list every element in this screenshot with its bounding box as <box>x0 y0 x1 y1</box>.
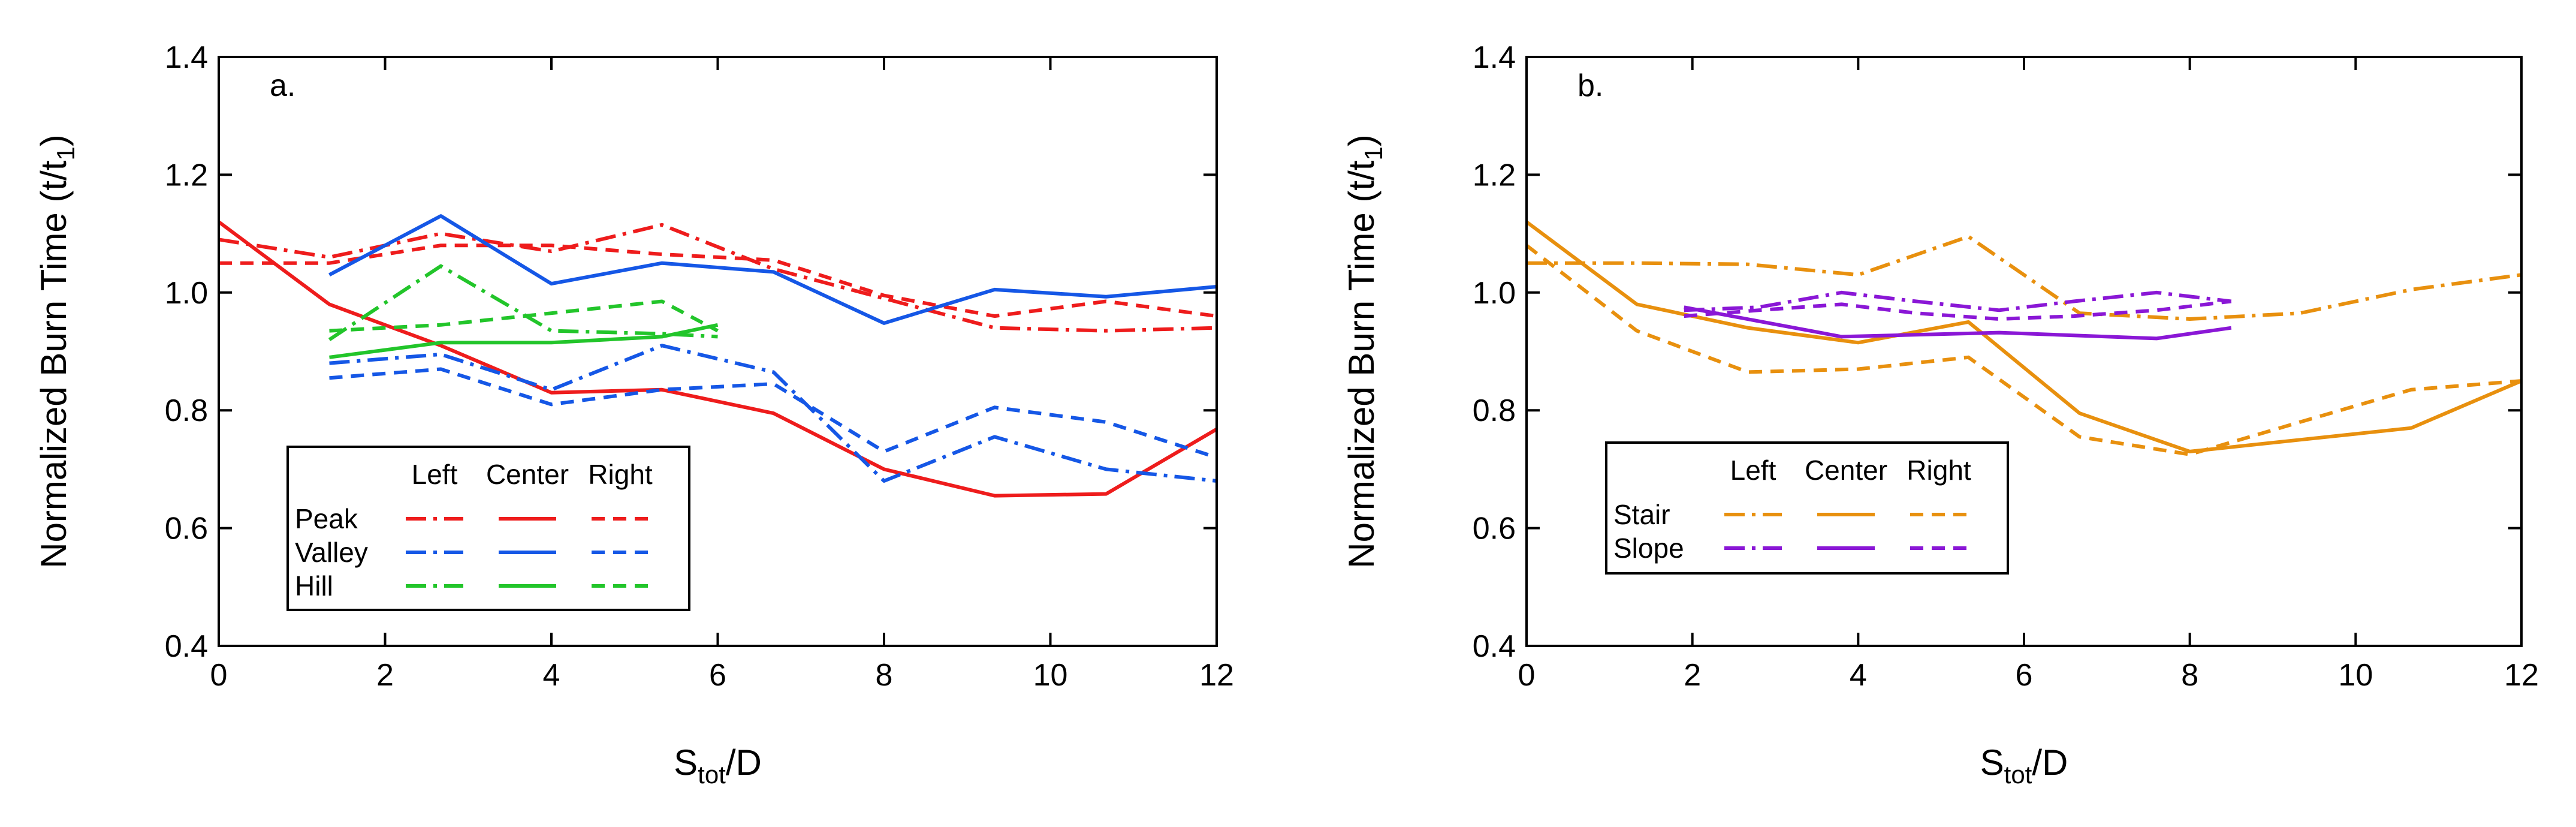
legend-column-header: Center <box>1805 455 1887 486</box>
series-line-hill-center <box>329 323 719 359</box>
y-tick-label: 0.4 <box>165 629 208 664</box>
legend-column-header: Left <box>412 459 458 490</box>
series-line-hill-left <box>328 264 718 341</box>
legend-column-header: Right <box>1907 455 1971 486</box>
series-line-stair-right <box>1525 243 2522 456</box>
x-tick-label: 6 <box>2016 658 2033 693</box>
series-line-valley-left <box>329 344 1217 483</box>
series-line-valley-center <box>328 214 1217 325</box>
y-tick-label: 1.0 <box>165 276 208 311</box>
x-tick-label: 12 <box>1199 658 1234 693</box>
y-tick-label: 1.2 <box>1473 158 1516 193</box>
x-tick-label: 8 <box>2181 658 2198 693</box>
y-axis-title: Normalized Burn Time (t/t1) <box>34 134 80 569</box>
series-line-peak-center <box>218 220 1218 498</box>
panel-label: b. <box>1577 68 1603 103</box>
y-axis-title: Normalized Burn Time (t/t1) <box>1341 134 1387 569</box>
series-line-peak-right <box>219 243 1217 318</box>
chart-panel-2: 0 2 4 6 8 10 12 0.4 0.6 0.8 1.0 1.2 1.4 b. Stot/D Norma… <box>1341 40 2539 789</box>
x-tick-label: 4 <box>543 658 560 693</box>
x-tick-label: 2 <box>376 658 394 693</box>
legend-column-header: Center <box>486 459 569 490</box>
series-line-stair-center <box>1525 220 2523 453</box>
y-tick-label: 0.6 <box>1473 512 1516 546</box>
y-tick-label: 1.4 <box>165 40 208 75</box>
x-axis-title: Stot/D <box>674 742 762 789</box>
legend-row-label: Slope <box>1613 533 1684 564</box>
y-tick-label: 0.8 <box>1473 393 1516 428</box>
panel-label: a. <box>270 68 295 103</box>
x-tick-label: 6 <box>709 658 726 693</box>
y-tick-label: 1.0 <box>1473 276 1516 311</box>
x-tick-label: 10 <box>1033 658 1068 693</box>
series-line-stair-left <box>1527 234 2522 321</box>
x-tick-label: 4 <box>1850 658 1867 693</box>
series-line-slope-center <box>1684 305 2232 341</box>
x-axis-title: Stot/D <box>1980 742 2068 789</box>
legend-column-header: Left <box>1730 455 1776 486</box>
series-line-slope-right <box>1684 299 2232 321</box>
x-tick-label: 0 <box>210 658 228 693</box>
x-tick-label: 10 <box>2338 658 2373 693</box>
y-tick-label: 0.8 <box>165 393 208 428</box>
series-line-hill-right <box>329 299 719 333</box>
legend-column-header: Right <box>588 459 653 490</box>
x-tick-label: 12 <box>2504 658 2539 693</box>
legend-row-label: Hill <box>295 570 333 602</box>
y-tick-label: 0.6 <box>165 512 208 546</box>
legend-box <box>286 446 690 611</box>
legend-row-label: Valley <box>295 537 368 568</box>
chart-panel-1: 0 2 4 6 8 10 12 0.4 0.6 0.8 1.0 1.2 1.4 a. Stot/D Norma… <box>34 40 1234 789</box>
x-tick-label: 2 <box>1684 658 1701 693</box>
y-tick-label: 0.4 <box>1473 629 1516 664</box>
y-tick-label: 1.2 <box>165 158 208 193</box>
legend-box <box>1605 441 2009 575</box>
legend-row-label: Stair <box>1613 499 1670 530</box>
x-tick-label: 8 <box>876 658 893 693</box>
x-tick-label: 0 <box>1518 658 1536 693</box>
series-line-slope-left <box>1684 290 2232 312</box>
legend-row-label: Peak <box>295 503 358 534</box>
y-tick-label: 1.4 <box>1473 40 1516 75</box>
